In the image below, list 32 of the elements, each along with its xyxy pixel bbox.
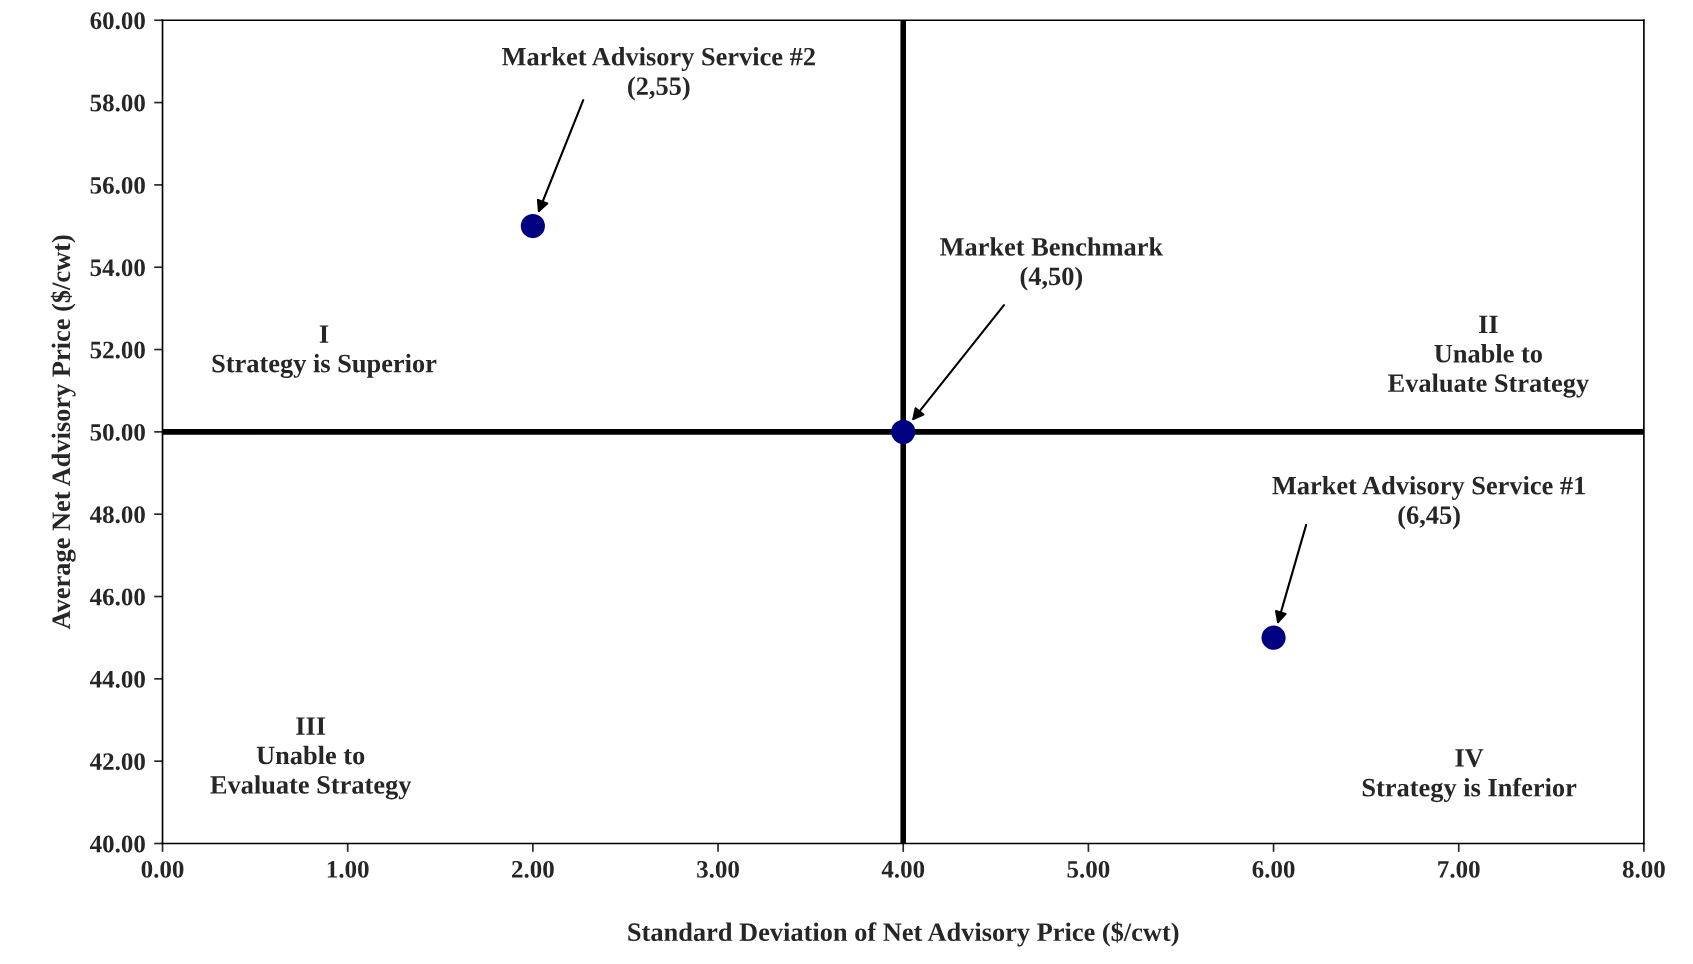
x-tick-label: 5.00 bbox=[1067, 860, 1110, 878]
y-tick-label: 48.00 bbox=[89, 506, 145, 524]
x-tick-label: 8.00 bbox=[1622, 860, 1665, 878]
y-tick-label: 52.00 bbox=[90, 341, 145, 359]
y-tick-label: 42.00 bbox=[89, 753, 145, 771]
x-tick-label: 3.00 bbox=[697, 860, 739, 878]
y-tick-label: 44.00 bbox=[89, 670, 145, 688]
y-tick-label: 56.00 bbox=[90, 176, 145, 194]
y-tick-label: 58.00 bbox=[90, 94, 145, 112]
annotation: I Strategy is Superior bbox=[212, 325, 437, 378]
x-tick-label: 6.00 bbox=[1252, 860, 1295, 878]
y-tick-label: 54.00 bbox=[90, 259, 145, 277]
annotation: Market Benchmark (4,50) bbox=[940, 237, 1164, 291]
point bbox=[520, 213, 545, 239]
point bbox=[1261, 625, 1286, 650]
annotation: III Unable to Evaluate Strategy bbox=[210, 717, 412, 800]
x-tick-label: 0.00 bbox=[141, 860, 184, 878]
point bbox=[891, 419, 916, 444]
x-tick-label: 2.00 bbox=[512, 860, 554, 878]
y-axis-title: Average Net Advisory Price ($/cwt) bbox=[50, 235, 76, 630]
x-axis-title: Standard Deviation of Net Advisory Price ($/cwt) bbox=[628, 921, 1179, 947]
y-tick-label: 46.00 bbox=[89, 588, 145, 606]
y-tick-label: 50.00 bbox=[90, 423, 145, 441]
annotation: Market Advisory Service #1 (6,45) bbox=[1272, 475, 1585, 530]
y-tick-label: 60.00 bbox=[90, 12, 145, 30]
x-tick-label: 7.00 bbox=[1438, 860, 1480, 878]
x-tick-label: 4.00 bbox=[881, 860, 925, 878]
y-tick-label: 40.00 bbox=[89, 835, 145, 853]
annotation: II Unable to Evaluate Strategy bbox=[1388, 315, 1589, 398]
x-tick-label: 1.00 bbox=[327, 860, 369, 878]
annotation: Market Advisory Service #2 (2,55) bbox=[502, 47, 815, 101]
annotation: IV Strategy is Inferior bbox=[1362, 749, 1577, 803]
